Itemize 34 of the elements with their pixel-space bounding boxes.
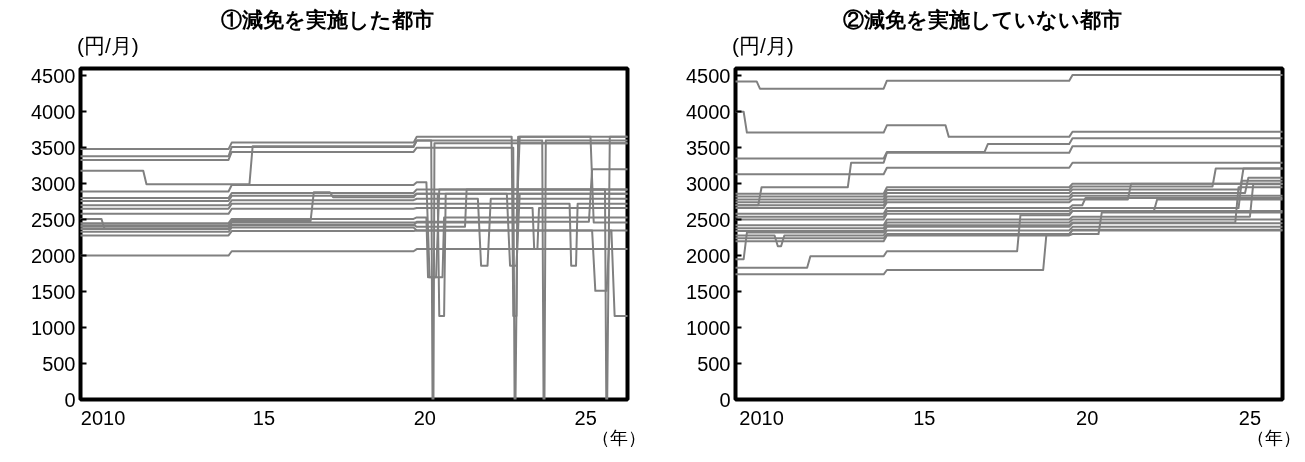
y-tick-label: 500: [697, 352, 731, 375]
y-tick-label: 1000: [31, 316, 76, 339]
x-tick-label: 2010: [80, 406, 126, 429]
y-tick-label: 2000: [31, 244, 76, 267]
y-tick-label: 0: [64, 388, 76, 411]
y-tick-label: 3500: [31, 136, 76, 159]
y-tick-label: 3000: [31, 172, 76, 195]
y-tick-label: 3500: [686, 136, 731, 159]
y-axis-title: (円/月): [732, 33, 794, 59]
x-axis-title: （年）: [592, 428, 646, 448]
y-tick-label: 500: [42, 352, 76, 375]
y-tick-label: 1000: [686, 316, 731, 339]
y-tick-label: 3000: [686, 172, 731, 195]
x-tick-label: 25: [1238, 406, 1262, 429]
y-tick-label: 4000: [31, 100, 76, 123]
x-tick-label: 20: [413, 406, 436, 429]
y-tick-label: 2500: [31, 208, 76, 231]
y-tick-label: 4500: [31, 64, 76, 87]
x-tick-label: 15: [252, 406, 276, 429]
x-tick-label: 25: [574, 406, 597, 429]
x-tick-label: 2010: [739, 406, 784, 429]
chart-title: ②減免を実施していない都市: [842, 7, 1123, 34]
y-axis-title: (円/月): [77, 33, 139, 59]
y-tick-label: 1500: [31, 280, 76, 303]
chart-title: ①減免を実施した都市: [220, 7, 435, 33]
y-tick-label: 4500: [686, 64, 731, 87]
y-tick-label: 0: [719, 388, 731, 411]
y-tick-label: 2000: [686, 244, 731, 267]
y-tick-label: 4000: [686, 100, 731, 123]
x-axis-title: （年）: [1247, 428, 1301, 448]
x-tick-label: 15: [913, 406, 936, 429]
y-tick-label: 1500: [686, 280, 731, 303]
x-tick-label: 20: [1076, 406, 1099, 429]
y-tick-label: 2500: [686, 208, 731, 231]
